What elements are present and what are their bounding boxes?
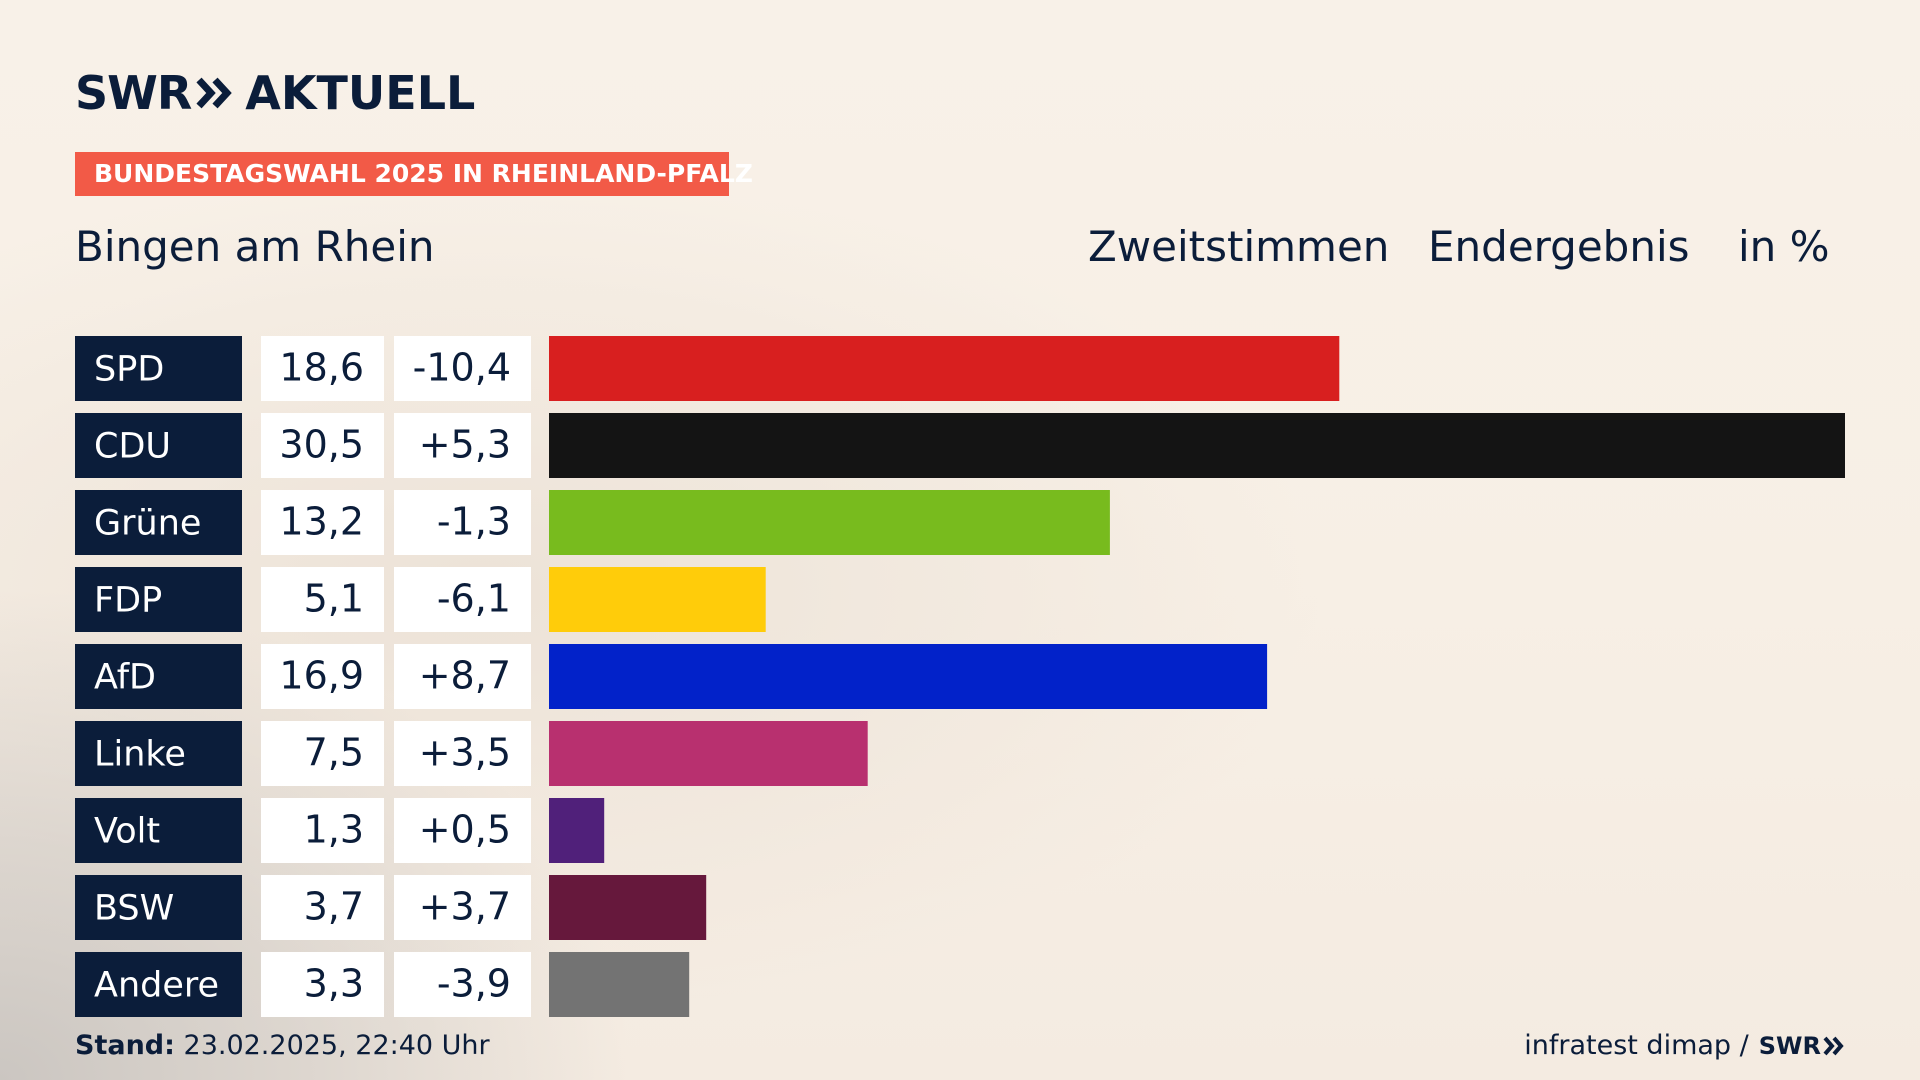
party-label: FDP [94, 581, 162, 621]
change-label: -1,3 [437, 500, 511, 544]
value-cell [261, 567, 384, 632]
value-label: 5,1 [304, 577, 364, 621]
value-label: 1,3 [304, 808, 364, 852]
party-label-box [75, 644, 242, 709]
vote-type-label: Zweitstimmen [1088, 222, 1390, 271]
value-label: 16,9 [279, 654, 364, 698]
party-label-box [75, 336, 242, 401]
change-label: -6,1 [437, 577, 511, 621]
change-cell [394, 567, 531, 632]
change-cell [394, 721, 531, 786]
party-label-box [75, 798, 242, 863]
change-cell [394, 490, 531, 555]
change-label: +3,5 [419, 731, 511, 775]
party-label: BSW [94, 889, 174, 929]
party-label-box [75, 567, 242, 632]
source-text: infratest dimap / [1524, 1030, 1749, 1061]
change-label: -3,9 [437, 962, 511, 1006]
value-cell [261, 721, 384, 786]
double-chevron-icon [196, 77, 233, 109]
change-label: +0,5 [419, 808, 511, 852]
region-title: Bingen am Rhein [75, 222, 435, 271]
change-cell [394, 952, 531, 1017]
party-label: CDU [94, 427, 171, 467]
value-label: 13,2 [279, 500, 364, 544]
party-label: Grüne [94, 504, 201, 544]
party-label: AfD [94, 658, 156, 698]
value-cell [261, 798, 384, 863]
value-cell [261, 875, 384, 940]
swr-small-logo: SWR [1759, 1032, 1845, 1060]
change-label: +3,7 [419, 885, 511, 929]
stand-label: Stand: [75, 1030, 175, 1061]
stand-value: 23.02.2025, 22:40 Uhr [183, 1030, 490, 1061]
party-label: Volt [94, 812, 160, 852]
value-label: 30,5 [279, 423, 364, 467]
change-label: +5,3 [419, 423, 511, 467]
result-type-label: Endergebnis [1428, 222, 1690, 271]
change-cell [394, 798, 531, 863]
party-label: Andere [94, 966, 219, 1006]
change-cell [394, 644, 531, 709]
change-cell [394, 875, 531, 940]
party-label: Linke [94, 735, 186, 775]
swr-aktuell-logo: SWR AKTUELL [75, 66, 476, 120]
value-cell [261, 490, 384, 555]
change-cell [394, 413, 531, 478]
change-cell [394, 336, 531, 401]
logo-aktuell-text: AKTUELL [245, 66, 476, 120]
change-label: +8,7 [419, 654, 511, 698]
timestamp: Stand: 23.02.2025, 22:40 Uhr [75, 1030, 490, 1061]
small-double-chevron-icon [1823, 1036, 1844, 1055]
change-label: -10,4 [413, 346, 511, 390]
bar [549, 644, 1268, 709]
election-banner: BUNDESTAGSWAHL 2025 IN RHEINLAND-PFALZ [75, 152, 753, 196]
party-label: SPD [94, 350, 164, 390]
value-label: 3,7 [304, 885, 364, 929]
value-cell [261, 413, 384, 478]
bar [549, 336, 1340, 401]
bar [549, 798, 605, 863]
small-logo-text: SWR [1758, 1031, 1821, 1060]
bar [549, 567, 766, 632]
unit-label: in % [1738, 222, 1830, 271]
source-credit: infratest dimap / SWR [1524, 1030, 1845, 1061]
value-label: 3,3 [304, 962, 364, 1006]
logo-swr-text: SWR [75, 66, 192, 120]
party-label-box [75, 413, 242, 478]
value-cell [261, 952, 384, 1017]
bar [549, 413, 1845, 478]
party-label-box [75, 721, 242, 786]
bar [549, 721, 868, 786]
party-label-box [75, 875, 242, 940]
party-label-box [75, 952, 242, 1017]
value-cell [261, 644, 384, 709]
value-label: 18,6 [279, 346, 364, 390]
bar [549, 952, 690, 1017]
bar [549, 490, 1110, 555]
value-label: 7,5 [304, 731, 364, 775]
party-label-box [75, 490, 242, 555]
value-cell [261, 336, 384, 401]
bar [549, 875, 707, 940]
